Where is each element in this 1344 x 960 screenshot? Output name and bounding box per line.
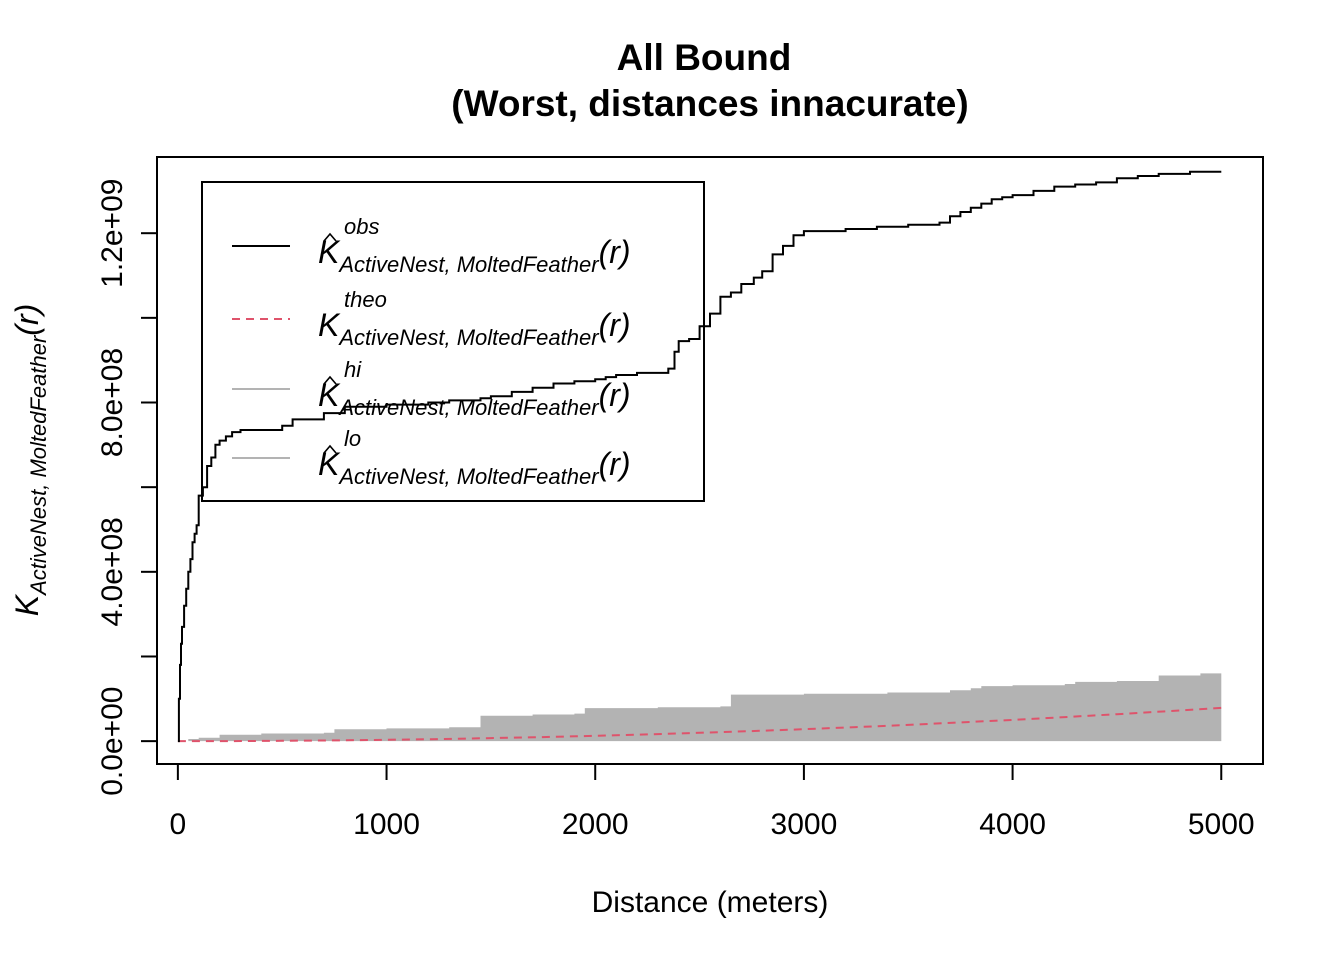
legend-label-sub: ActiveNest, MoltedFeather [337, 464, 600, 489]
legend-label-sub: ActiveNest, MoltedFeather [337, 395, 600, 420]
legend-label-main: K [318, 307, 341, 343]
envelope-band-hi-lo [177, 667, 1222, 742]
svg-text:KActiveNest, MoltedFeather(r): KActiveNest, MoltedFeather(r) [9, 304, 51, 617]
legend-label-sup: theo [344, 287, 387, 312]
x-tick-label: 0 [170, 808, 187, 841]
legend-item-theo: KActiveNest, MoltedFeather(r)theo [232, 287, 631, 350]
y-axis-label-arg: (r) [9, 304, 45, 336]
series-line-theo [177, 706, 1222, 743]
x-axis: 0 1000 2000 3000 4000 5000 [170, 763, 1255, 841]
x-tick-label: 5000 [1188, 808, 1255, 841]
y-axis-label-main: K [9, 593, 45, 616]
legend-label-obs: KActiveNest, MoltedFeather(r) [318, 234, 631, 277]
series-layer [177, 170, 1222, 743]
chart-title-line2: (Worst, distances innacurate) [451, 83, 968, 124]
y-tick-label: 0.0e+00 [96, 687, 129, 796]
legend-label-arg: (r) [599, 377, 631, 413]
chart-title-line1: All Bound [617, 37, 792, 78]
legend-item-obs: KActiveNest, MoltedFeather(r)obs [232, 214, 631, 277]
legend-label-lo: KActiveNest, MoltedFeather(r) [318, 446, 631, 489]
legend-label-sup: lo [344, 426, 361, 451]
y-tick-label: 8.0e+08 [96, 348, 129, 457]
y-axis: 0.0e+00 4.0e+08 8.0e+08 1.2e+09 [96, 179, 158, 796]
legend-label-main: K [318, 234, 341, 270]
legend-hat-icon [323, 375, 337, 385]
x-tick-label: 3000 [771, 808, 838, 841]
legend-label-arg: (r) [599, 234, 631, 270]
legend-label-theo: KActiveNest, MoltedFeather(r) [318, 307, 631, 350]
legend-item-hi: KActiveNest, MoltedFeather(r)hi [232, 357, 631, 420]
legend-label-sub: ActiveNest, MoltedFeather [337, 325, 600, 350]
x-axis-label: Distance (meters) [592, 886, 829, 919]
legend-hat-icon [323, 232, 337, 242]
legend-label-sup: hi [344, 357, 362, 382]
x-tick-label: 2000 [562, 808, 629, 841]
y-axis-label-sub: ActiveNest, MoltedFeather [26, 334, 51, 597]
legend-label-sub: ActiveNest, MoltedFeather [337, 252, 600, 277]
legend-label-arg: (r) [599, 307, 631, 343]
legend: KActiveNest, MoltedFeather(r)obsKActiveN… [201, 181, 705, 502]
legend-label-sup: obs [344, 214, 379, 239]
legend-box [201, 181, 705, 502]
legend-label-main: K [318, 446, 341, 482]
legend-item-lo: KActiveNest, MoltedFeather(r)lo [232, 426, 631, 489]
x-tick-label: 4000 [979, 808, 1046, 841]
y-tick-label: 1.2e+09 [96, 179, 129, 288]
legend-label-hi: KActiveNest, MoltedFeather(r) [318, 377, 631, 420]
legend-label-main: K [318, 377, 341, 413]
y-tick-label: 4.0e+08 [96, 517, 129, 626]
legend-hat-icon [323, 444, 337, 454]
series-line-obs [177, 170, 1222, 743]
x-tick-label: 1000 [353, 808, 420, 841]
legend-label-arg: (r) [599, 446, 631, 482]
y-axis-label: KActiveNest, MoltedFeather(r) [9, 304, 51, 617]
